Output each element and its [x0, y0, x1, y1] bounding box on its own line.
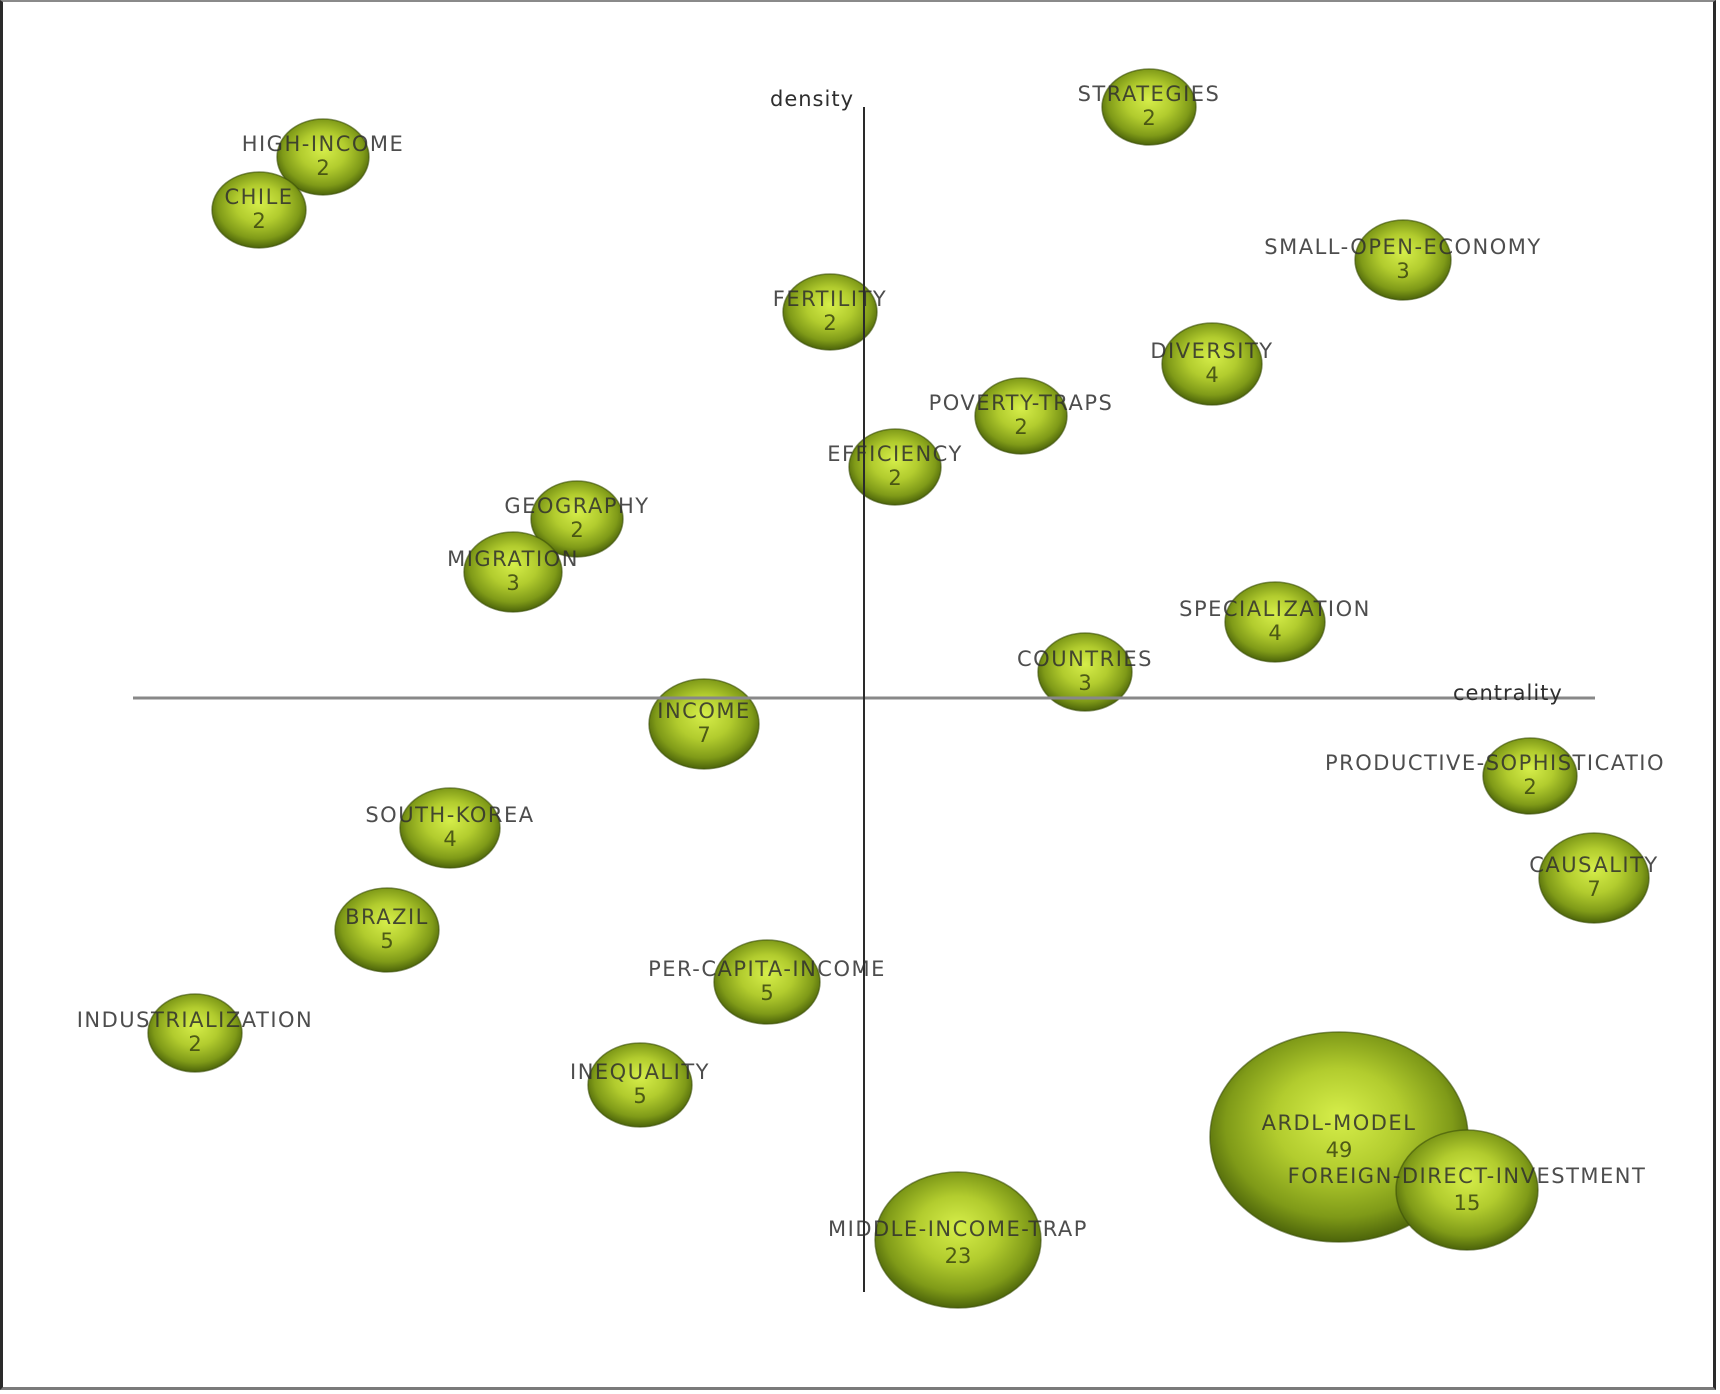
theme-count-poverty-traps: 2 — [1014, 415, 1027, 439]
theme-bubble-geography — [530, 480, 624, 558]
theme-label-inequality: INEQUALITY — [570, 1060, 710, 1084]
theme-label-middle-income-trap: MIDDLE-INCOME-TRAP — [828, 1217, 1088, 1241]
theme-count-industrialization: 2 — [188, 1032, 201, 1056]
theme-bubble-diversity — [1161, 322, 1263, 406]
theme-count-high-income: 2 — [316, 156, 329, 180]
theme-label-causality: CAUSALITY — [1529, 853, 1659, 877]
theme-bubble-causality — [1538, 832, 1650, 924]
theme-label-industrialization: INDUSTRIALIZATION — [77, 1008, 314, 1032]
theme-label-countries: COUNTRIES — [1017, 647, 1153, 671]
x-axis-label: centrality — [1453, 681, 1563, 705]
theme-bubble-inequality — [587, 1042, 693, 1128]
theme-label-productive-sophisticatio: PRODUCTIVE-SOPHISTICATIO — [1325, 751, 1665, 775]
theme-label-geography: GEOGRAPHY — [504, 494, 649, 518]
theme-bubble-foreign-direct-investment — [1395, 1129, 1539, 1251]
bubble-layer — [147, 68, 1650, 1309]
theme-label-per-capita-income: PER-CAPITA-INCOME — [648, 957, 886, 981]
theme-bubble-efficiency — [848, 428, 942, 506]
theme-count-countries: 3 — [1078, 671, 1091, 695]
theme-count-ardl-model: 49 — [1326, 1138, 1353, 1162]
theme-bubble-specialization — [1224, 581, 1326, 663]
theme-label-poverty-traps: POVERTY-TRAPS — [929, 391, 1114, 415]
theme-count-migration: 3 — [506, 571, 519, 595]
theme-label-brazil: BRAZIL — [345, 905, 429, 929]
theme-label-income: INCOME — [657, 699, 750, 723]
theme-count-middle-income-trap: 23 — [945, 1244, 972, 1268]
theme-count-geography: 2 — [570, 518, 583, 542]
label-layer: STRATEGIES2HIGH-INCOME2CHILE2SMALL-OPEN-… — [77, 82, 1665, 1268]
theme-label-foreign-direct-investment: FOREIGN-DIRECT-INVESTMENT — [1288, 1164, 1647, 1188]
theme-bubble-high-income — [276, 118, 370, 196]
theme-count-south-korea: 4 — [443, 827, 456, 851]
theme-bubble-strategies — [1101, 68, 1197, 146]
theme-label-efficiency: EFFICIENCY — [827, 442, 963, 466]
theme-bubble-migration — [463, 531, 563, 613]
theme-bubble-per-capita-income — [713, 939, 821, 1025]
theme-count-causality: 7 — [1587, 877, 1600, 901]
theme-bubble-south-korea — [399, 787, 501, 869]
theme-bubble-countries — [1037, 632, 1133, 712]
theme-label-ardl-model: ARDL-MODEL — [1262, 1111, 1417, 1135]
theme-label-specialization: SPECIALIZATION — [1179, 597, 1371, 621]
theme-count-per-capita-income: 5 — [760, 981, 773, 1005]
axes-layer — [133, 107, 1595, 1292]
theme-label-high-income: HIGH-INCOME — [242, 132, 405, 156]
theme-bubble-income — [648, 678, 760, 770]
theme-bubble-fertility — [782, 273, 878, 351]
theme-count-chile: 2 — [252, 209, 265, 233]
theme-label-diversity: DIVERSITY — [1150, 339, 1273, 363]
theme-count-brazil: 5 — [380, 929, 393, 953]
theme-count-fertility: 2 — [823, 311, 836, 335]
theme-label-strategies: STRATEGIES — [1078, 82, 1221, 106]
theme-bubble-brazil — [334, 887, 440, 973]
theme-count-strategies: 2 — [1142, 106, 1155, 130]
strategic-diagram: STRATEGIES2HIGH-INCOME2CHILE2SMALL-OPEN-… — [77, 68, 1665, 1309]
theme-count-income: 7 — [697, 723, 710, 747]
theme-count-diversity: 4 — [1205, 363, 1218, 387]
theme-count-productive-sophisticatio: 2 — [1523, 775, 1536, 799]
theme-label-fertility: FERTILITY — [773, 287, 887, 311]
theme-bubble-industrialization — [147, 993, 243, 1073]
theme-bubble-small-open-economy — [1354, 219, 1452, 301]
theme-count-foreign-direct-investment: 15 — [1454, 1191, 1481, 1215]
y-axis-label: density — [770, 87, 854, 111]
theme-count-small-open-economy: 3 — [1396, 259, 1409, 283]
theme-label-small-open-economy: SMALL-OPEN-ECONOMY — [1264, 235, 1541, 259]
theme-bubble-chile — [211, 171, 307, 249]
theme-bubble-productive-sophisticatio — [1482, 737, 1578, 815]
theme-count-inequality: 5 — [633, 1084, 646, 1108]
theme-count-specialization: 4 — [1268, 621, 1281, 645]
theme-label-migration: MIGRATION — [447, 547, 579, 571]
theme-label-chile: CHILE — [224, 185, 293, 209]
theme-bubble-middle-income-trap — [874, 1171, 1042, 1309]
theme-bubble-poverty-traps — [974, 377, 1068, 455]
theme-count-efficiency: 2 — [888, 466, 901, 490]
theme-label-south-korea: SOUTH-KOREA — [365, 803, 534, 827]
